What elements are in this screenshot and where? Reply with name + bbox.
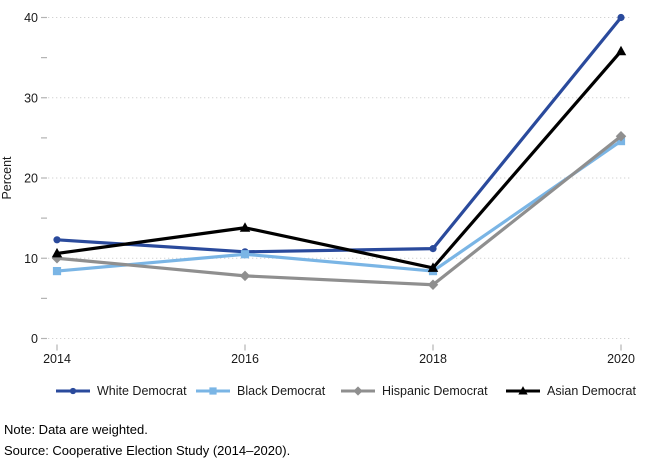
diamond-legend-marker	[353, 386, 363, 396]
x-tick-label: 2016	[231, 352, 259, 366]
hispanic-democrat-line-marker-icon	[341, 386, 375, 396]
hispanic-democrat-point-marker	[615, 131, 627, 142]
axis-ticks	[41, 16, 622, 351]
white-democrat-point-marker	[53, 236, 61, 244]
axis-tick-labels: 0 10 20 30 40 2014 2016 2018 2020	[24, 11, 635, 366]
legend-item-black-democrat: Black Democrat	[195, 383, 325, 399]
series-black-democrat	[52, 136, 626, 276]
legend-item-hispanic-democrat: Hispanic Democrat	[340, 383, 488, 399]
legend-item-asian-democrat: Asian Democrat	[505, 383, 636, 399]
y-tick-label: 20	[24, 172, 38, 186]
white-democrat-point-marker	[429, 245, 437, 253]
asian-democrat-point-marker	[239, 222, 251, 232]
white-democrat-line-marker-icon	[56, 387, 90, 395]
y-tick-label: 0	[31, 332, 38, 346]
hispanic-democrat-point-marker	[427, 279, 439, 290]
black-democrat-point-marker	[52, 266, 62, 276]
series-line-hispanic-democrat	[55, 134, 623, 287]
triangle-legend-marker	[518, 386, 528, 395]
square-legend-marker	[209, 387, 217, 395]
series-line-asian-democrat	[55, 49, 623, 270]
legend-label-hispanic-democrat: Hispanic Democrat	[382, 384, 488, 398]
y-axis-title: Percent	[0, 156, 14, 200]
legend-label-white-democrat: White Democrat	[97, 384, 187, 398]
white-democrat-point-marker	[617, 13, 625, 22]
series-line-black-democrat	[55, 139, 623, 273]
note-line: Note: Data are weighted.	[4, 422, 148, 437]
asian-democrat-point-marker	[427, 262, 439, 272]
series-white-democrat	[53, 13, 625, 256]
series-asian-democrat	[51, 45, 627, 272]
x-tick-label: 2018	[419, 352, 447, 366]
x-tick-label: 2014	[43, 352, 71, 366]
black-democrat-line-marker-icon	[196, 387, 230, 395]
asian-democrat-point-marker	[615, 45, 627, 56]
x-tick-label: 2020	[607, 352, 635, 366]
series-hispanic-democrat	[51, 131, 627, 290]
black-democrat-point-marker	[240, 250, 250, 259]
y-tick-label: 30	[24, 91, 38, 105]
legend-item-white-democrat: White Democrat	[55, 383, 187, 399]
hispanic-democrat-point-marker	[239, 270, 251, 282]
figure-notes: Note: Data are weighted. Source: Coopera…	[4, 419, 290, 461]
asian-democrat-line-marker-icon	[506, 386, 540, 395]
asian-democrat-point-marker	[51, 247, 63, 258]
circle-legend-marker	[69, 387, 77, 395]
line-chart: 0 10 20 30 40 2014 2016 2018 2020 Percent	[0, 11, 635, 366]
legend-label-asian-democrat: Asian Democrat	[547, 384, 636, 398]
y-tick-label: 10	[24, 252, 38, 266]
source-line: Source: Cooperative Election Study (2014…	[4, 443, 291, 458]
legend-label-black-democrat: Black Democrat	[237, 384, 326, 398]
y-tick-label: 40	[24, 11, 38, 25]
series-line-white-democrat	[55, 15, 623, 254]
y-gridlines	[48, 17, 632, 339]
